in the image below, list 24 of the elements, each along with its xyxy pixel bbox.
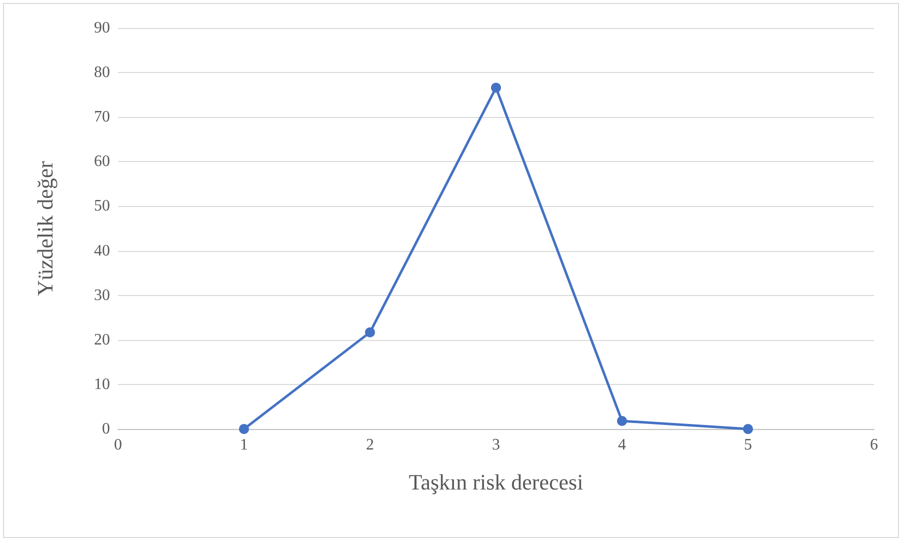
point (239, 424, 249, 434)
y-axis-title: Yüzdelik değer (32, 160, 58, 296)
y-tick-label: 0 (102, 420, 110, 438)
y-tick-label: 20 (94, 331, 110, 348)
y-tick-label: 80 (94, 64, 110, 82)
x-tick-label: 3 (492, 436, 500, 454)
y-tick-label: 40 (94, 242, 110, 260)
y-tick-label: 50 (94, 198, 110, 215)
x-tick-label: 5 (744, 436, 752, 454)
point (617, 416, 627, 426)
x-tick-label: 4 (618, 436, 626, 454)
point (365, 327, 375, 338)
y-tick-label: 10 (94, 376, 110, 393)
y-tick-label: 90 (94, 20, 110, 36)
x-tick-label: 6 (870, 436, 878, 454)
y-tick-label: 70 (94, 108, 110, 126)
y-tick-label: 30 (94, 286, 110, 304)
x-tick-label: 0 (114, 436, 122, 454)
x-tick-label: 1 (240, 436, 248, 454)
point (491, 82, 501, 93)
y-tick-label: 60 (94, 153, 110, 170)
point (743, 424, 753, 434)
x-tick-label: 2 (366, 436, 374, 454)
x-axis-title: Taşkın risk derecesi (408, 470, 584, 494)
